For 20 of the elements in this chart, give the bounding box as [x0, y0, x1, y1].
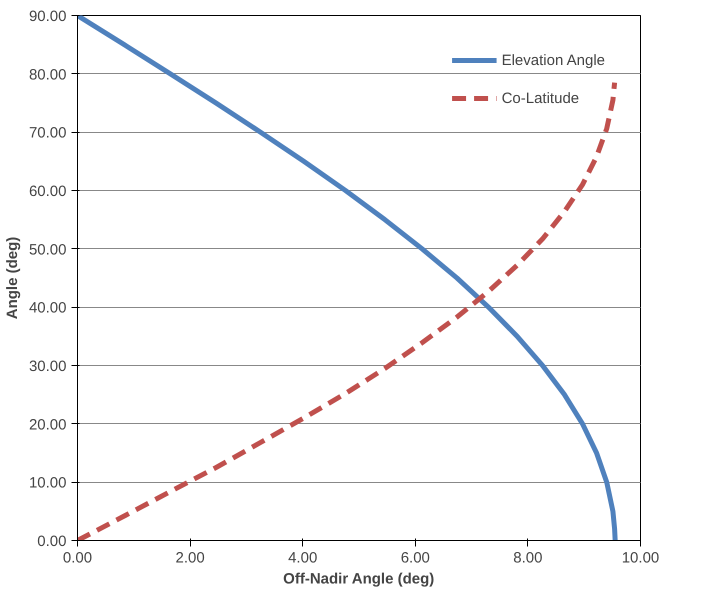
- x-tick-label: 6.00: [400, 550, 430, 566]
- legend-label: Co-Latitude: [502, 90, 580, 106]
- x-tick-label: 2.00: [176, 550, 205, 566]
- x-tick-label: 10.00: [622, 550, 660, 566]
- x-tick-label: 8.00: [513, 550, 543, 566]
- y-tick-label: 0.00: [37, 533, 67, 550]
- y-tick-label: 80.00: [28, 66, 67, 84]
- legend-label: Elevation Angle: [502, 52, 605, 68]
- y-tick-label: 70.00: [28, 124, 67, 142]
- y-tick-label: 20.00: [28, 416, 67, 434]
- y-tick-label: 90.00: [28, 8, 67, 25]
- y-tick-label: 60.00: [28, 183, 67, 200]
- y-axis-title: Angle (deg): [4, 236, 21, 320]
- x-tick-label: 4.00: [288, 550, 318, 566]
- y-tick-label: 50.00: [28, 241, 67, 258]
- y-tick-label: 40.00: [28, 300, 67, 317]
- x-tick-label: 0.00: [62, 550, 92, 566]
- y-tick-label: 10.00: [28, 474, 67, 492]
- x-axis-title: Off-Nadir Angle (deg): [283, 570, 434, 588]
- y-tick-label: 30.00: [28, 358, 67, 375]
